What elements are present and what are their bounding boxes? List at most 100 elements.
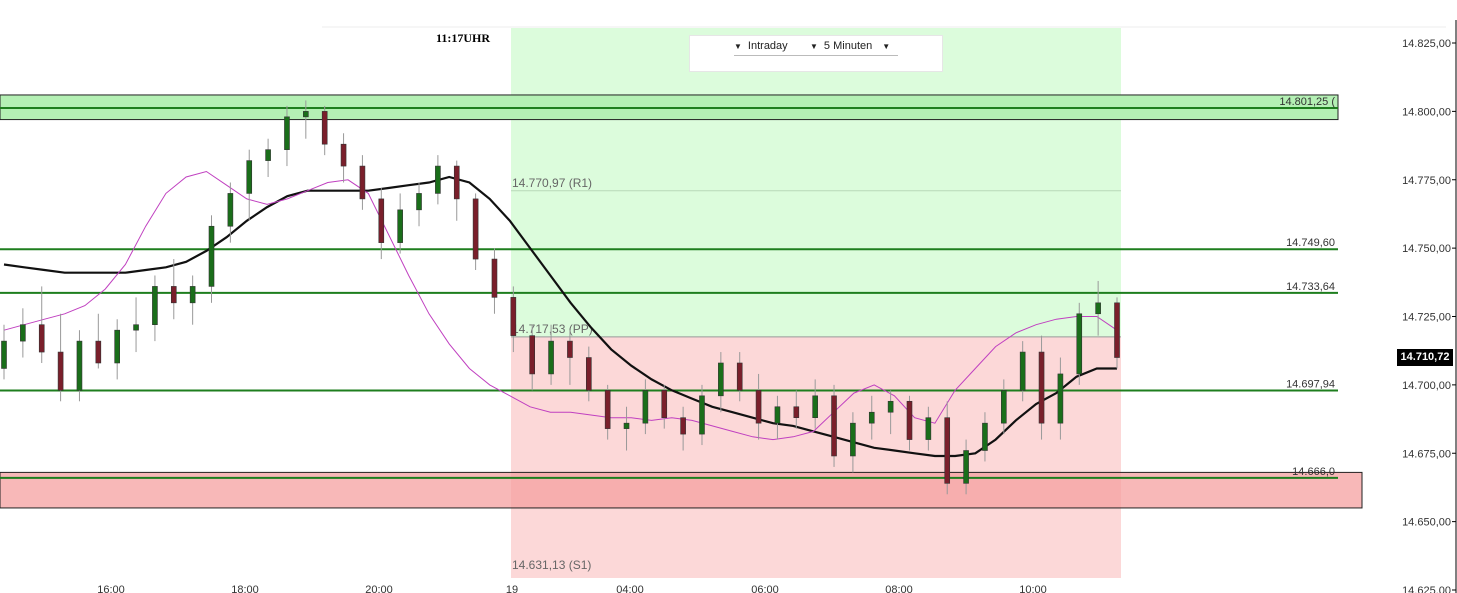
candle-body <box>868 411 875 424</box>
candle-body <box>378 198 385 243</box>
x-tick-label: 19 <box>506 584 518 593</box>
candle-body <box>133 324 139 331</box>
candle-body <box>736 362 743 391</box>
x-tick-label: 08:00 <box>885 584 913 593</box>
x-tick-label: 20:00 <box>365 584 393 593</box>
dropdown-arrow-icon: ▼ <box>882 41 891 51</box>
candle-body <box>265 149 271 161</box>
candle-body <box>303 111 309 118</box>
candle-body <box>831 395 837 457</box>
pivot-label: 14.631,13 (S1) <box>512 558 591 572</box>
candle-body <box>623 422 630 429</box>
candle-body <box>1114 302 1120 358</box>
moving-average-slow <box>3 175 1117 458</box>
period-dropdown-label: Intraday <box>747 40 788 52</box>
candle-body <box>718 362 724 397</box>
candle-body <box>925 417 932 440</box>
level-label: 14.733,64 <box>1286 281 1335 293</box>
candle-body <box>114 329 120 364</box>
candle-body <box>491 258 498 298</box>
candle-body <box>227 193 234 227</box>
candle-body <box>755 390 762 424</box>
axes-layer: 14.625,00 14.650,00 14.675,00 14.700,00 14.7… <box>97 20 1457 593</box>
x-tick-label: 04:00 <box>616 584 644 593</box>
candle-body <box>944 417 951 484</box>
timeframe-selector: ▼ Intraday ▼ 5 Minuten ▼ <box>689 35 943 72</box>
candles-layer <box>1 100 1120 495</box>
candle-body <box>982 422 988 451</box>
candle-body <box>1001 390 1007 424</box>
candle-body <box>1019 351 1026 391</box>
candle-body <box>20 324 26 342</box>
interval-dropdown[interactable]: ▼ 5 Minuten ▼ <box>810 40 898 56</box>
candle-body <box>189 286 196 304</box>
candle-body <box>774 406 781 424</box>
candle-body <box>416 193 422 211</box>
y-tick-label: 14.650,00 <box>1402 517 1451 529</box>
pivot-label: 14.770,97 (R1) <box>512 176 592 190</box>
candle-body <box>906 400 913 440</box>
candle-body <box>793 406 800 418</box>
interval-dropdown-label: 5 Minuten <box>823 40 873 52</box>
pivot-zone-lower <box>511 336 1121 578</box>
candle-body <box>38 324 45 353</box>
candle-body <box>887 400 894 413</box>
candle-body <box>1 340 7 369</box>
candle-body <box>435 165 441 194</box>
x-tick-label: 10:00 <box>1019 584 1047 593</box>
x-tick-label: 16:00 <box>97 584 125 593</box>
candle-body <box>567 340 573 358</box>
candle-body <box>1095 302 1101 315</box>
candle-body <box>604 390 611 429</box>
candle-body <box>453 165 460 200</box>
candle-body <box>76 340 83 391</box>
candle-body <box>850 422 856 457</box>
candle-body <box>1038 351 1045 424</box>
x-tick-label: 06:00 <box>751 584 779 593</box>
x-tick-label: 18:00 <box>231 584 259 593</box>
candle-body <box>642 390 649 424</box>
level-label: 14.697,94 <box>1286 379 1335 391</box>
period-dropdown[interactable]: ▼ Intraday <box>734 40 814 56</box>
candle-body <box>548 340 554 375</box>
candle-body <box>246 160 253 194</box>
candle-body <box>510 297 517 336</box>
background-layer: 14.770,97 (R1) 14.717,53 (PP) 14.631,13 (S… <box>0 26 1446 578</box>
candle-body <box>57 351 64 391</box>
current-price-badge: 14.710,72 <box>1397 349 1453 366</box>
candle-body <box>359 165 366 200</box>
dropdown-arrow-icon: ▼ <box>810 41 818 51</box>
y-tick-label: 14.800,00 <box>1402 106 1451 118</box>
candle-body <box>529 335 536 375</box>
candle-body <box>585 357 592 391</box>
candle-body <box>284 116 290 150</box>
candle-body <box>95 340 102 364</box>
candle-body <box>397 209 403 243</box>
moving-average-fast <box>3 170 1118 441</box>
dropdown-arrow-icon: ▼ <box>734 41 742 51</box>
candle-body <box>812 395 818 418</box>
candle-body <box>208 225 215 287</box>
candle-body <box>963 450 969 484</box>
y-tick-label: 14.825,00 <box>1402 38 1451 50</box>
level-label: 14.801,25 ( <box>1279 96 1335 108</box>
moving-averages-layer <box>3 170 1118 458</box>
level-lines-layer: 14.801,25 (14.749,60 14.733,64 14.697,94 14… <box>0 96 1338 479</box>
candle-body <box>321 111 328 145</box>
y-tick-label: 14.625,00 <box>1402 585 1451 593</box>
pivot-label: 14.717,53 (PP) <box>512 322 593 336</box>
y-tick-label: 14.775,00 <box>1402 175 1451 187</box>
candle-body <box>1057 373 1064 424</box>
candle-body <box>680 417 686 435</box>
candle-body <box>170 286 177 304</box>
y-tick-label: 14.700,00 <box>1402 380 1451 392</box>
candle-body <box>699 395 705 435</box>
time-label: 11:17UHR <box>436 31 490 45</box>
y-tick-label: 14.725,00 <box>1402 312 1451 324</box>
y-tick-label: 14.750,00 <box>1402 243 1451 255</box>
candle-body <box>1076 313 1083 375</box>
pivot-zone-upper <box>511 28 1121 337</box>
candle-body <box>340 143 347 167</box>
y-tick-label: 14.675,00 <box>1402 448 1451 460</box>
